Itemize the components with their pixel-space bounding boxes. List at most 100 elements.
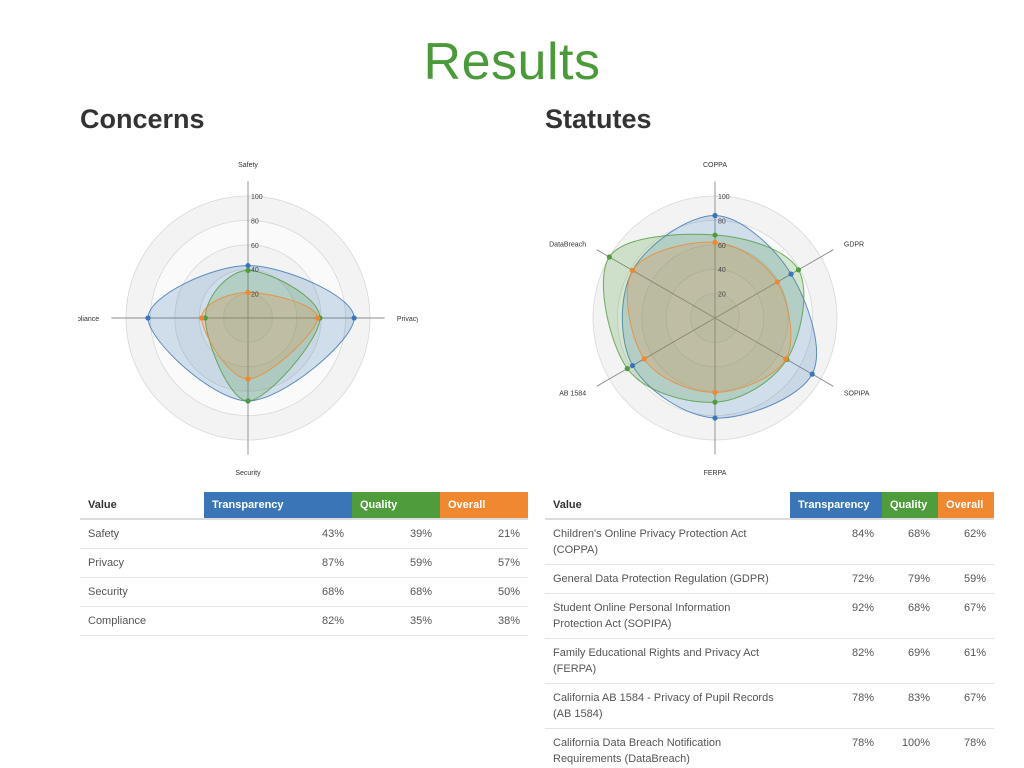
axis-label-compliance: Compliance [78, 316, 99, 323]
data-point-overall [199, 315, 205, 321]
axis-label-privacy: Privacy [397, 316, 418, 323]
data-point-transparency [145, 315, 151, 321]
concerns-heading: Concerns [80, 104, 205, 134]
axis-line [596, 317, 716, 387]
axis-label-ferpa: FERPA [704, 470, 727, 477]
tick-label: 80 [251, 218, 259, 225]
data-point-overall [712, 389, 718, 396]
data-point-overall [712, 239, 718, 245]
row-label: General Data Protection Regulation (GDPR… [545, 564, 790, 594]
data-point-overall [774, 279, 780, 285]
data-point-overall [629, 267, 636, 274]
data-point-transparency [629, 362, 636, 369]
table-row: Student Online Personal Information Prot… [545, 593, 994, 639]
statutes-table: Value Transparency Quality Overall Children'… [545, 492, 994, 768]
data-point-quality [712, 399, 718, 405]
tick-label: 100 [251, 194, 263, 201]
table-row: Safety 43% 39% 21% [80, 519, 528, 549]
row-label: Privacy [80, 548, 204, 578]
cell-quality: 39% [352, 519, 440, 549]
table-row: Compliance 82% 35% 38% [80, 606, 528, 636]
data-point-overall [245, 376, 251, 382]
row-label: Safety [80, 519, 204, 549]
column-header-quality: Quality [882, 492, 938, 520]
series-area-overall [201, 291, 319, 380]
row-label: Student Online Personal Information Prot… [545, 593, 790, 639]
data-point-transparency [712, 415, 718, 421]
column-header-overall: Overall [938, 492, 994, 520]
table-header-row: Value Transparency Quality Overall [545, 492, 994, 520]
cell-quality: 68% [882, 593, 938, 639]
cell-overall: 67% [938, 593, 994, 639]
cell-overall: 57% [440, 548, 528, 578]
cell-quality: 68% [352, 577, 440, 607]
row-label: California Data Breach Notification Requ… [545, 728, 790, 768]
cell-quality: 79% [882, 564, 938, 594]
column-header-value: Value [545, 492, 790, 520]
cell-transparency: 72% [790, 564, 882, 594]
cell-transparency: 43% [204, 519, 352, 549]
data-point-transparency [245, 262, 251, 269]
table-row: General Data Protection Regulation (GDPR… [545, 564, 994, 594]
data-point-quality [202, 315, 208, 321]
row-label: Security [80, 577, 204, 607]
axis-label-databreach: DataBreach [549, 242, 586, 249]
page-title: Results [423, 33, 601, 91]
cell-transparency: 92% [790, 593, 882, 639]
data-point-overall [314, 315, 321, 321]
column-header-overall: Overall [440, 492, 528, 520]
axis-line [714, 249, 834, 319]
data-point-quality [795, 267, 802, 273]
cell-overall: 78% [938, 728, 994, 768]
axis-label-safety: Safety [238, 162, 258, 169]
data-point-transparency [712, 212, 718, 219]
cell-overall: 50% [440, 577, 528, 607]
tick-label: 60 [718, 243, 726, 250]
tick-label: 100 [718, 194, 730, 201]
cell-quality: 69% [882, 638, 938, 684]
table-row: Security 68% 68% 50% [80, 577, 528, 607]
concerns-radar-chart: 20 40 60 80 100 Safety Privacy Security Complian… [78, 162, 418, 477]
tick-label: 40 [251, 267, 259, 274]
table-row: California Data Breach Notification Requ… [545, 728, 994, 768]
data-point-overall [245, 289, 251, 295]
axis-label-coppa: COPPA [703, 162, 727, 169]
tick-label: 40 [718, 267, 726, 274]
data-point-transparency [351, 315, 357, 321]
data-point-transparency [809, 371, 815, 377]
cell-quality: 35% [352, 606, 440, 636]
axis-label-security: Security [235, 470, 261, 477]
data-point-overall [783, 356, 789, 362]
row-label: Compliance [80, 606, 204, 636]
concerns-table: Value Transparency Quality Overall Safety 43%… [80, 492, 528, 636]
cell-transparency: 78% [790, 683, 882, 729]
row-label: Family Educational Rights and Privacy Ac… [545, 638, 790, 684]
cell-quality: 83% [882, 683, 938, 729]
cell-quality: 68% [882, 519, 938, 565]
cell-overall: 62% [938, 519, 994, 565]
data-point-quality [606, 254, 612, 260]
cell-quality: 100% [882, 728, 938, 768]
cell-quality: 59% [352, 548, 440, 578]
cell-transparency: 82% [204, 606, 352, 636]
tick-label: 80 [718, 218, 726, 225]
cell-overall: 61% [938, 638, 994, 684]
column-header-transparency: Transparency [790, 492, 882, 520]
row-label: California AB 1584 - Privacy of Pupil Re… [545, 683, 790, 729]
cell-overall: 59% [938, 564, 994, 594]
statutes-heading: Statutes [545, 104, 652, 134]
statutes-radar-chart: 20 40 60 80 100 COPPA GDPR SOPIPA FERPA AB 1584 Da… [549, 162, 870, 477]
cell-transparency: 84% [790, 519, 882, 565]
table-row: Children's Online Privacy Protection Act… [545, 519, 994, 565]
cell-transparency: 68% [204, 577, 352, 607]
table-row: California AB 1584 - Privacy of Pupil Re… [545, 683, 994, 729]
cell-overall: 67% [938, 683, 994, 729]
data-point-transparency [788, 271, 794, 277]
table-row: Privacy 87% 59% 57% [80, 548, 528, 578]
cell-transparency: 87% [204, 548, 352, 578]
axis-label-gdpr: GDPR [844, 242, 864, 249]
axis-label-sopipa: SOPIPA [844, 390, 870, 397]
tick-label: 20 [718, 292, 726, 299]
data-point-quality [245, 398, 251, 404]
axis-line [596, 249, 716, 319]
